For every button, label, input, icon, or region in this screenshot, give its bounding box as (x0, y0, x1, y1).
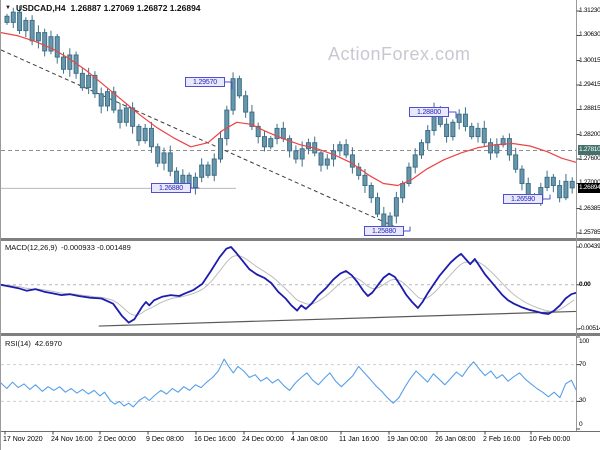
x-axis-label: 4 Jan 08:00 (291, 436, 328, 443)
ohlc-values: 1.26887 1.27069 1.26872 1.26894 (70, 3, 201, 13)
price-axis-label: 1.28815 (579, 105, 600, 113)
price-annotation[interactable]: 1.26880 (151, 183, 191, 193)
price-axis-label: 1.27600 (579, 155, 600, 162)
x-axis-label: 16 Dec 16:00 (194, 436, 236, 443)
chart-title: ▼ USDCAD,H4 1.26887 1.27069 1.26872 1.26… (5, 3, 201, 13)
rsi-axis-label: 0 (579, 421, 583, 428)
macd-label: MACD(12,26,9) -0.000933 -0.001489 (5, 243, 131, 252)
symbol-label: USDCAD,H4 (15, 3, 66, 13)
x-axis-label: 17 Nov 2020 (3, 436, 43, 443)
price-axis-label: 1.28200 (579, 130, 600, 138)
rsi-axis-label: 100 (579, 338, 589, 345)
price-annotation[interactable]: 1.26590 (503, 194, 543, 204)
price-axis-label: 1.30630 (579, 31, 600, 39)
resistance-price-tag: 1.27810 (578, 145, 600, 156)
watermark: ActionForex.com (328, 44, 471, 64)
x-axis-label: 26 Jan 08:00 (435, 436, 476, 443)
x-axis-label: 24 Dec 00:00 (242, 436, 284, 443)
macd-axis-label: -0.005144 (579, 325, 600, 332)
rsi-label: RSI(14) 42.6970 (5, 339, 62, 348)
rsi-value: 42.6970 (34, 339, 62, 348)
price-axis-label: 1.25785 (579, 229, 600, 236)
macd-axis-label: 0.004396 (579, 243, 600, 250)
x-axis-label: 2 Dec 00:00 (98, 436, 136, 443)
price-annotation[interactable]: 1.29570 (185, 77, 225, 87)
price-axis-label: 1.31230 (579, 7, 600, 14)
price-axis-label: 1.26385 (579, 204, 600, 212)
macd-axis-label: 0.00 (579, 280, 591, 288)
price-annotation[interactable]: 1.25880 (364, 226, 404, 236)
price-axis-label: 1.30015 (579, 56, 600, 64)
x-axis-label: 19 Jan 00:00 (387, 436, 428, 443)
macd-name: MACD(12,26,9) (5, 243, 58, 252)
symbol-dropdown-icon[interactable]: ▼ (5, 5, 11, 11)
price-axis-label: 1.29415 (579, 81, 600, 88)
macd-values: -0.000933 -0.001489 (61, 243, 131, 252)
x-axis-label: 9 Dec 08:00 (146, 436, 184, 443)
x-axis-label: 10 Feb 00:00 (529, 436, 571, 443)
x-axis-label: 2 Feb 16:00 (483, 436, 521, 443)
x-axis-label: 24 Nov 16:00 (51, 436, 93, 443)
rsi-axis-label: 70 (579, 360, 586, 368)
rsi-axis-label: 30 (579, 397, 586, 405)
rsi-name: RSI(14) (5, 339, 31, 348)
current-price-tag: 1.26894 (578, 182, 600, 193)
price-annotation[interactable]: 1.28800 (409, 107, 449, 117)
x-axis-label: 11 Jan 16:00 (339, 436, 379, 443)
